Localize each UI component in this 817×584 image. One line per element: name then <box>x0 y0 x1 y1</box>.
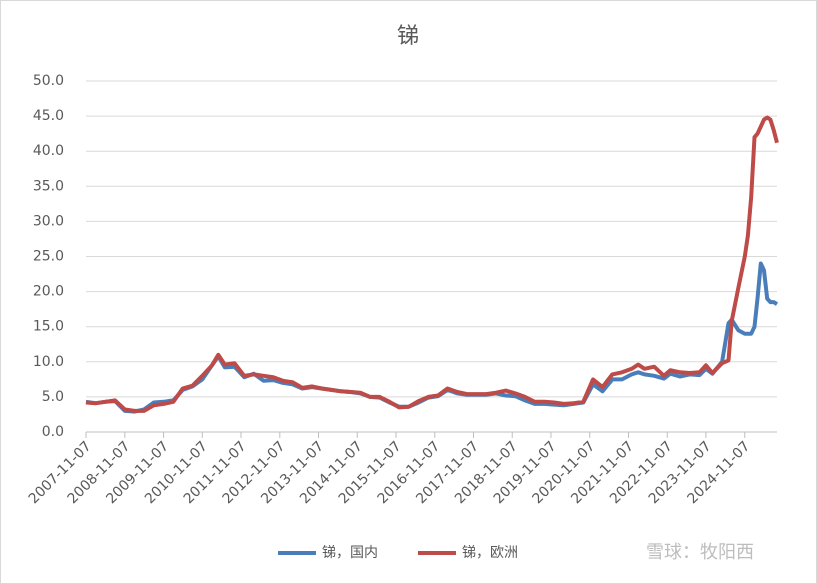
y-tick-label: 20.0 <box>33 284 64 300</box>
y-tick-label: 0.0 <box>42 424 64 440</box>
y-tick-label: 30.0 <box>33 213 64 229</box>
watermark: 雪球：牧阳西 <box>646 542 754 563</box>
y-tick-label: 45.0 <box>33 108 64 124</box>
y-tick-label: 50.0 <box>33 73 64 89</box>
series-line <box>85 115 779 413</box>
y-tick-label: 35.0 <box>33 178 64 194</box>
legend-label: 锑，欧洲 <box>462 545 518 561</box>
chart-title: 锑 <box>397 24 419 49</box>
y-tick-label: 15.0 <box>33 319 64 335</box>
legend-label: 锑，国内 <box>322 545 378 561</box>
y-tick-label: 10.0 <box>33 354 64 370</box>
y-tick-label: 40.0 <box>33 143 64 159</box>
y-tick-label: 25.0 <box>33 249 64 265</box>
y-tick-label: 5.0 <box>42 389 64 405</box>
